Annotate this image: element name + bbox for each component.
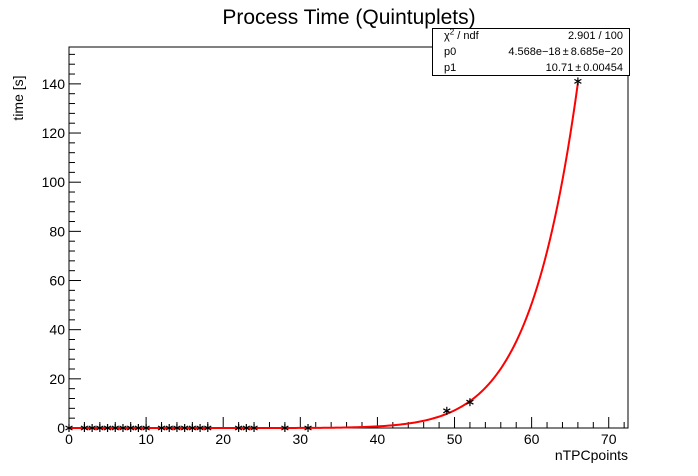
data-point xyxy=(119,424,127,432)
x-axis-label: nTPCpoints xyxy=(555,447,628,463)
data-point xyxy=(103,424,112,432)
data-point xyxy=(234,424,243,432)
fit-curve xyxy=(69,83,579,429)
stats-key-sup: 2 xyxy=(449,27,455,37)
stats-value: 2.901 / 100 xyxy=(567,30,623,42)
data-point xyxy=(134,424,143,432)
plus-minus-symbol: ± xyxy=(575,62,582,74)
x-tick-label: 50 xyxy=(447,431,463,447)
stats-key: χ2 / ndf xyxy=(444,27,479,42)
y-tick-label: 100 xyxy=(42,174,66,190)
x-tick-label: 10 xyxy=(138,431,154,447)
data-point xyxy=(65,424,73,432)
y-axis-label: time [s] xyxy=(10,75,26,120)
chart-title: Process Time (Quintuplets) xyxy=(222,6,475,29)
stats-row-p1: p1 10.71 ±0.00454 xyxy=(433,61,629,77)
x-tick-label: 20 xyxy=(215,431,231,447)
data-point xyxy=(173,424,181,432)
stats-value-error: 0.00454 xyxy=(583,62,623,74)
data-point xyxy=(111,424,120,432)
data-point xyxy=(250,424,258,432)
stats-row-chi2: χ2 / ndf 2.901 / 100 xyxy=(433,27,629,45)
y-tick-label: 20 xyxy=(49,371,65,387)
data-point xyxy=(88,424,96,432)
x-tick-label: 70 xyxy=(601,431,617,447)
data-point xyxy=(466,398,474,407)
y-tick-label: 80 xyxy=(49,223,65,239)
plot-frame xyxy=(68,46,629,429)
data-point xyxy=(574,77,582,86)
stats-row-p0: p0 4.568e−18 ±8.685e−20 xyxy=(433,45,629,61)
data-point xyxy=(180,424,189,432)
stats-key-text: χ xyxy=(444,30,450,42)
data-point xyxy=(157,424,166,432)
data-point xyxy=(142,424,150,432)
stats-key: p1 xyxy=(444,62,457,74)
stats-value-main: 4.568e−18 xyxy=(508,46,561,58)
y-tick-label: 0 xyxy=(57,420,65,436)
data-point xyxy=(281,424,289,432)
x-axis: 0 10 20 30 40 50 60 70 xyxy=(65,417,625,447)
y-tick-label: 140 xyxy=(42,76,66,92)
data-point xyxy=(443,406,451,415)
x-tick-label: 30 xyxy=(293,431,309,447)
stats-key: p0 xyxy=(444,46,457,58)
fit-stats-box: χ2 / ndf 2.901 / 100 p0 4.568e−18 ±8.685e… xyxy=(432,28,630,76)
x-tick-label: 0 xyxy=(65,431,73,447)
stats-value-error: 8.685e−20 xyxy=(570,46,623,58)
data-point xyxy=(126,424,135,432)
stats-key-tail: / ndf xyxy=(454,30,479,42)
data-point xyxy=(80,424,89,432)
plus-minus-symbol: ± xyxy=(562,46,569,58)
data-point xyxy=(304,424,312,432)
y-tick-label: 40 xyxy=(49,322,65,338)
data-point xyxy=(204,424,212,432)
stats-value-main: 10.71 xyxy=(545,62,574,74)
y-tick-label: 120 xyxy=(42,125,66,141)
x-tick-label: 60 xyxy=(524,431,540,447)
stats-value: 4.568e−18 ±8.685e−20 xyxy=(508,46,623,58)
x-tick-label: 40 xyxy=(370,431,386,447)
data-point xyxy=(196,424,204,432)
data-point xyxy=(188,424,197,432)
data-point xyxy=(96,424,104,432)
stats-value: 10.71 ±0.00454 xyxy=(546,62,623,74)
data-points xyxy=(65,77,582,432)
y-axis: 0 20 40 60 80 100 120 140 xyxy=(42,53,81,436)
y-tick-label: 60 xyxy=(49,273,65,289)
data-point xyxy=(242,424,251,432)
data-point xyxy=(165,424,174,432)
